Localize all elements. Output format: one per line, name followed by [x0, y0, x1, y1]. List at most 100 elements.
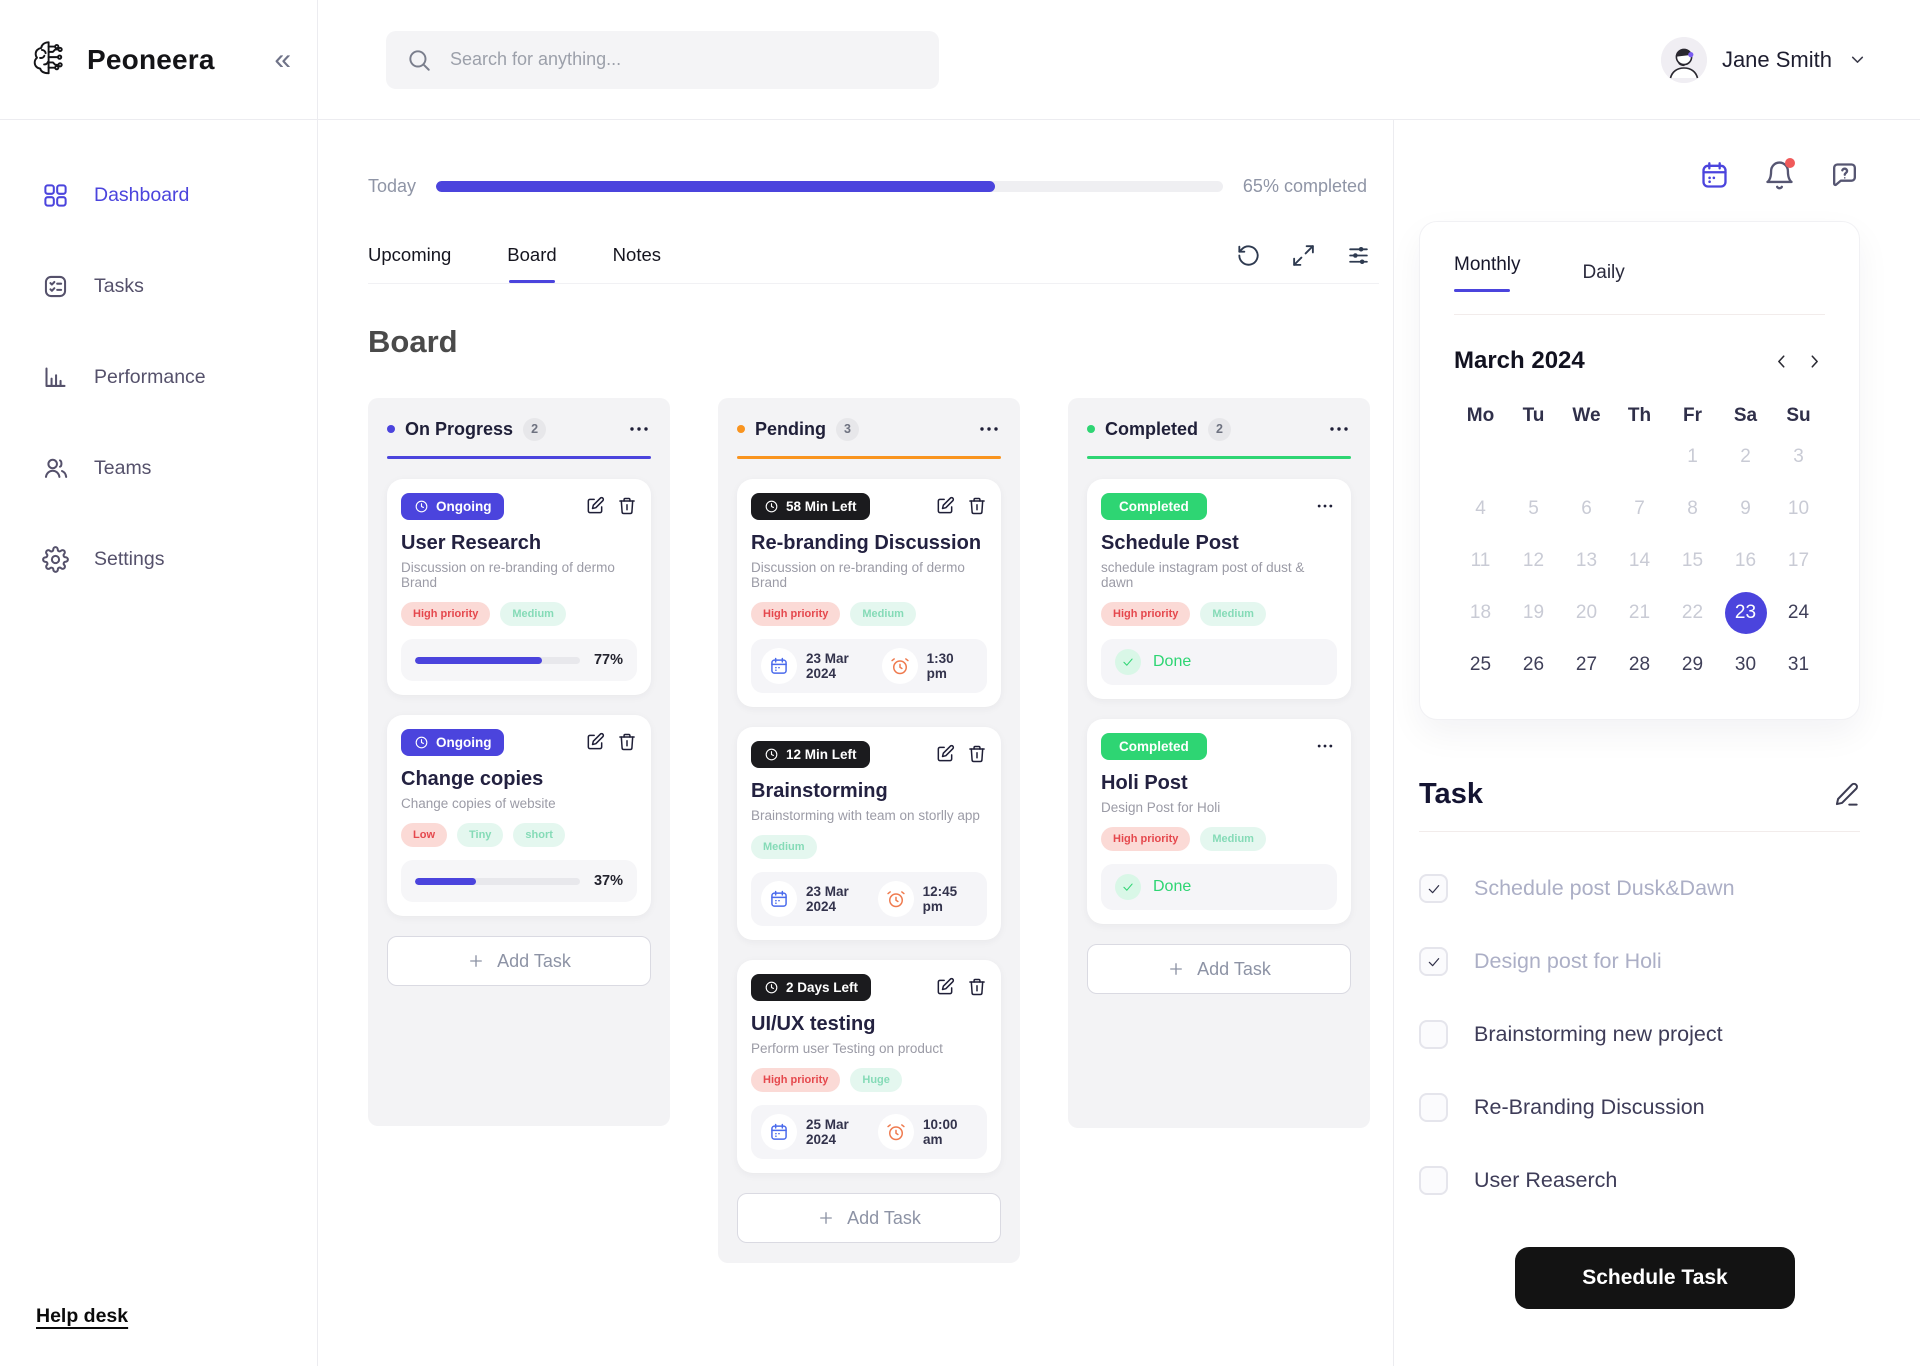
task-checklist-item-design-post-for-holi[interactable]: Design post for Holi: [1419, 947, 1860, 976]
checkbox[interactable]: [1419, 1093, 1448, 1122]
calendar-day-24[interactable]: 24: [1772, 587, 1825, 639]
card-title: UI/UX testing: [751, 1013, 876, 1035]
help-icon[interactable]: [1829, 160, 1860, 191]
calendar-day-30[interactable]: 30: [1719, 639, 1772, 691]
filter-icon[interactable]: [1346, 243, 1371, 268]
calendar-day-20[interactable]: 20: [1560, 587, 1613, 639]
task-card-holi-post[interactable]: Completed Holi Post Design Post for Holi…: [1087, 719, 1351, 924]
tab-upcoming[interactable]: Upcoming: [368, 244, 451, 283]
calendar-day-4[interactable]: 4: [1454, 483, 1507, 535]
calendar-tab-monthly[interactable]: Monthly: [1454, 254, 1521, 292]
bell-icon[interactable]: [1764, 158, 1795, 191]
column-header: Pending 3: [737, 417, 1001, 441]
task-checklist-item-schedule-post-dusk-dawn[interactable]: Schedule post Dusk&Dawn: [1419, 874, 1860, 903]
calendar-divider: [1454, 314, 1825, 315]
sidebar-item-settings[interactable]: Settings: [42, 546, 317, 573]
calendar-day-3[interactable]: 3: [1772, 431, 1825, 483]
card-menu-icon[interactable]: [1313, 496, 1337, 516]
checkbox[interactable]: [1419, 947, 1448, 976]
edit-icon[interactable]: [935, 977, 955, 997]
calendar-day-17[interactable]: 17: [1772, 535, 1825, 587]
user-menu[interactable]: Jane Smith: [1660, 36, 1868, 83]
calendar-day-31[interactable]: 31: [1772, 639, 1825, 691]
calendar-day-14[interactable]: 14: [1613, 535, 1666, 587]
card-title: Holi Post: [1101, 772, 1188, 794]
task-checklist-item-brainstorming-new-project[interactable]: Brainstorming new project: [1419, 1020, 1860, 1049]
calendar-day-15[interactable]: 15: [1666, 535, 1719, 587]
calendar-tab-daily[interactable]: Daily: [1583, 254, 1625, 292]
calendar-day-13[interactable]: 13: [1560, 535, 1613, 587]
calendar-day-10[interactable]: 10: [1772, 483, 1825, 535]
edit-icon[interactable]: [585, 732, 605, 752]
calendar-day-19[interactable]: 19: [1507, 587, 1560, 639]
tab-board[interactable]: Board: [507, 244, 556, 283]
search-input[interactable]: [448, 48, 927, 71]
help-desk-link[interactable]: Help desk: [36, 1305, 129, 1327]
calendar-day-22[interactable]: 22: [1666, 587, 1719, 639]
calendar-day-11[interactable]: 11: [1454, 535, 1507, 587]
column-menu-icon[interactable]: [1327, 417, 1351, 441]
add-task-button[interactable]: Add Task: [387, 936, 651, 986]
column-menu-icon[interactable]: [977, 417, 1001, 441]
task-card-ui-ux-testing[interactable]: 2 Days Left UI/UX testing Perform user T…: [737, 960, 1001, 1173]
calendar-day-21[interactable]: 21: [1613, 587, 1666, 639]
calendar-day-1[interactable]: 1: [1666, 431, 1719, 483]
collapse-icon[interactable]: «: [274, 42, 291, 76]
calendar-day-7[interactable]: 7: [1613, 483, 1666, 535]
calendar-day-18[interactable]: 18: [1454, 587, 1507, 639]
search-bar[interactable]: [386, 30, 939, 89]
checkbox[interactable]: [1419, 1020, 1448, 1049]
expand-icon[interactable]: [1291, 243, 1316, 268]
task-card-schedule-post[interactable]: Completed Schedule Post schedule instagr…: [1087, 479, 1351, 699]
column-menu-icon[interactable]: [627, 417, 651, 441]
column-count-badge: 2: [1208, 417, 1232, 441]
calendar-day-16[interactable]: 16: [1719, 535, 1772, 587]
pen-icon[interactable]: [1833, 781, 1860, 808]
chevron-left-icon[interactable]: [1771, 351, 1792, 372]
trash-icon[interactable]: [617, 496, 637, 516]
tab-notes[interactable]: Notes: [613, 244, 661, 283]
calendar-day-25[interactable]: 25: [1454, 639, 1507, 691]
sidebar-item-dashboard[interactable]: Dashboard: [42, 182, 317, 209]
add-task-button[interactable]: Add Task: [1087, 944, 1351, 994]
schedule-task-button[interactable]: Schedule Task: [1515, 1247, 1795, 1309]
calendar-day-9[interactable]: 9: [1719, 483, 1772, 535]
task-card-brainstorming[interactable]: 12 Min Left Brainstorming Brainstorming …: [737, 727, 1001, 940]
card-menu-icon[interactable]: [1313, 736, 1337, 756]
tag-medium: Medium: [1200, 827, 1266, 851]
sidebar-item-performance[interactable]: Performance: [42, 364, 317, 391]
edit-icon[interactable]: [585, 496, 605, 516]
calendar-icon[interactable]: [1699, 160, 1730, 191]
trash-icon[interactable]: [617, 732, 637, 752]
calendar-day-8[interactable]: 8: [1666, 483, 1719, 535]
task-card-re-branding-discussion[interactable]: 58 Min Left Re-branding Discussion Discu…: [737, 479, 1001, 707]
calendar-day-12[interactable]: 12: [1507, 535, 1560, 587]
task-checklist-item-re-branding-discussion[interactable]: Re-Branding Discussion: [1419, 1093, 1860, 1122]
add-task-button[interactable]: Add Task: [737, 1193, 1001, 1243]
calendar-day-6[interactable]: 6: [1560, 483, 1613, 535]
weekday-label: Fr: [1683, 405, 1702, 426]
task-card-user-research[interactable]: Ongoing User Research Discussion on re-b…: [387, 479, 651, 695]
calendar-day-5[interactable]: 5: [1507, 483, 1560, 535]
checkbox[interactable]: [1419, 874, 1448, 903]
trash-icon[interactable]: [967, 496, 987, 516]
edit-icon[interactable]: [935, 744, 955, 764]
calendar-day-27[interactable]: 27: [1560, 639, 1613, 691]
trash-icon[interactable]: [967, 744, 987, 764]
refresh-icon[interactable]: [1236, 243, 1261, 268]
checkbox[interactable]: [1419, 1166, 1448, 1195]
calendar-day-26[interactable]: 26: [1507, 639, 1560, 691]
task-card-change-copies[interactable]: Ongoing Change copies Change copies of w…: [387, 715, 651, 916]
task-checklist-item-user-reaserch[interactable]: User Reaserch: [1419, 1166, 1860, 1195]
chevron-right-icon[interactable]: [1804, 351, 1825, 372]
calendar-day-2[interactable]: 2: [1719, 431, 1772, 483]
calendar-day-29[interactable]: 29: [1666, 639, 1719, 691]
calendar-day-23[interactable]: 23: [1719, 587, 1772, 639]
sidebar-item-tasks[interactable]: Tasks: [42, 273, 317, 300]
trash-icon[interactable]: [967, 977, 987, 997]
edit-icon[interactable]: [935, 496, 955, 516]
calendar-day-28[interactable]: 28: [1613, 639, 1666, 691]
weekday-label: We: [1572, 405, 1601, 426]
sidebar-item-teams[interactable]: Teams: [42, 455, 317, 482]
